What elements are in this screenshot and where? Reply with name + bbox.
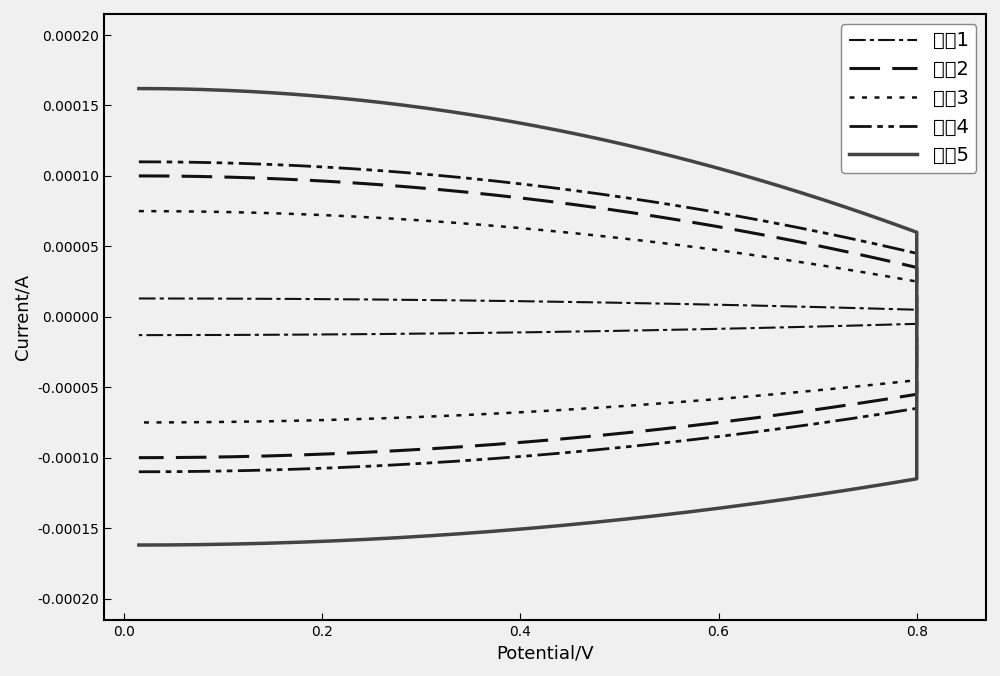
- Legend: 实则1, 实则2, 实则3, 实则4, 实则5: 实则1, 实则2, 实则3, 实则4, 实则5: [841, 24, 976, 173]
- X-axis label: Potential/V: Potential/V: [496, 644, 594, 662]
- Y-axis label: Current/A: Current/A: [14, 274, 32, 360]
